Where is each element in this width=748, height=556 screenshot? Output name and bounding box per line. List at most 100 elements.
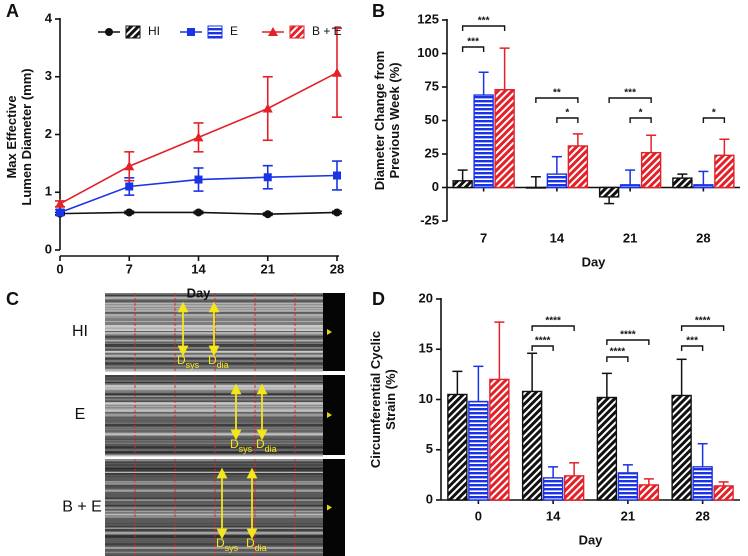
diameter-subscript: sys: [186, 360, 200, 370]
bar: [671, 394, 692, 501]
error-bar: [551, 155, 562, 175]
y-tick-label: 4: [45, 10, 53, 25]
y-tick-label: 0: [426, 491, 433, 506]
tissue-texture: [105, 424, 323, 426]
marker: [194, 175, 203, 184]
error-bar: [572, 133, 583, 146]
error-bar: [676, 358, 687, 396]
significance-bracket: [531, 345, 554, 351]
diameter-label: Dsys: [216, 536, 239, 553]
diameter-label: Dsys: [177, 353, 200, 370]
x-tick-label: 28: [696, 230, 710, 245]
error-bar: [698, 170, 709, 185]
tissue-texture: [105, 367, 323, 369]
tissue-texture: [105, 305, 323, 308]
x-tick-label: 28: [695, 508, 709, 523]
tissue-texture: [105, 504, 323, 507]
error-bar: [625, 169, 636, 185]
bar: [546, 173, 568, 189]
marker: [262, 103, 273, 113]
x-tick-label: 21: [261, 261, 275, 276]
diameter-subscript: dia: [217, 360, 229, 370]
significance-bracket: [680, 325, 725, 331]
tissue-texture: [105, 417, 323, 419]
tissue-texture: [105, 370, 323, 373]
tissue-texture: [105, 388, 323, 390]
legend-swatch: [289, 25, 305, 39]
tissue-texture: [105, 551, 323, 552]
significance-bracket: [461, 25, 506, 31]
significance-bracket: [606, 356, 629, 362]
bar: [567, 145, 589, 189]
diameter-subscript: dia: [265, 444, 277, 454]
tissue-texture: [105, 546, 323, 549]
diameter-letter: D: [177, 353, 186, 367]
y-axis-label: Max EffectiveLumen Diameter (mm): [4, 68, 34, 205]
significance-label: ****: [535, 336, 551, 347]
tissue-texture: [105, 406, 323, 408]
bar: [619, 184, 641, 189]
bar: [672, 177, 693, 189]
error-bar: [569, 462, 580, 476]
x-axis-label: Day: [579, 532, 604, 547]
y-tick-label: 3: [45, 68, 52, 83]
y-axis-label-line: Diameter Change from: [372, 51, 387, 190]
error-bar: [478, 71, 489, 96]
legend-label: B + E: [312, 24, 342, 38]
y-axis-label-line: Lumen Diameter (mm): [19, 68, 34, 205]
x-tick-label: 14: [191, 261, 206, 276]
y-tick-label: 25: [425, 145, 439, 160]
y-tick-label: -25: [420, 212, 439, 227]
x-tick-label: 7: [480, 230, 487, 245]
tissue-texture: [105, 446, 323, 448]
y-tick-label: 2: [45, 126, 52, 141]
bar: [638, 484, 660, 501]
tissue-texture: [105, 535, 323, 538]
tissue-texture: [105, 386, 323, 388]
tissue-texture: [105, 451, 323, 454]
bar: [468, 400, 489, 501]
error-bar: [473, 365, 484, 402]
significance-label: **: [553, 88, 561, 99]
marker: [56, 208, 64, 217]
tissue-texture: [105, 435, 323, 438]
bar: [542, 477, 564, 501]
scale-pointer: [327, 504, 332, 511]
bar: [447, 393, 468, 501]
error-bar: [548, 466, 559, 478]
tissue-texture: [105, 476, 323, 479]
tissue-texture: [105, 410, 323, 413]
scale-strip: [323, 459, 345, 556]
tissue-texture: [105, 302, 323, 305]
tissue-texture: [105, 412, 323, 414]
error-bar: [604, 196, 615, 205]
diameter-letter: D: [230, 437, 239, 451]
tissue-texture: [105, 529, 323, 531]
significance-bracket: [535, 97, 579, 103]
y-axis-label-line: Max Effective: [4, 95, 19, 178]
y-tick-label: 50: [425, 112, 439, 127]
legend-label: HI: [148, 24, 160, 38]
tissue-texture: [105, 379, 323, 381]
y-tick-label: 100: [417, 45, 439, 60]
error-bar: [530, 176, 541, 188]
diameter-letter: D: [256, 437, 265, 451]
significance-label: *: [639, 108, 643, 119]
bar: [617, 472, 639, 501]
panel-letter: A: [6, 1, 19, 21]
marker: [332, 67, 342, 77]
tissue-texture: [105, 299, 323, 301]
marker: [124, 161, 135, 171]
row-label: B + E: [62, 499, 102, 516]
tissue-texture: [105, 392, 323, 395]
diameter-letter: D: [216, 536, 225, 550]
significance-bracket: [531, 325, 575, 331]
bar: [525, 186, 547, 189]
tissue-texture: [105, 361, 323, 364]
significance-bracket: [556, 117, 579, 123]
tissue-texture: [105, 454, 323, 457]
diameter-label: Ddia: [256, 437, 277, 454]
y-tick-label: 15: [419, 341, 433, 356]
marker: [55, 198, 65, 208]
error-bar: [697, 442, 708, 467]
